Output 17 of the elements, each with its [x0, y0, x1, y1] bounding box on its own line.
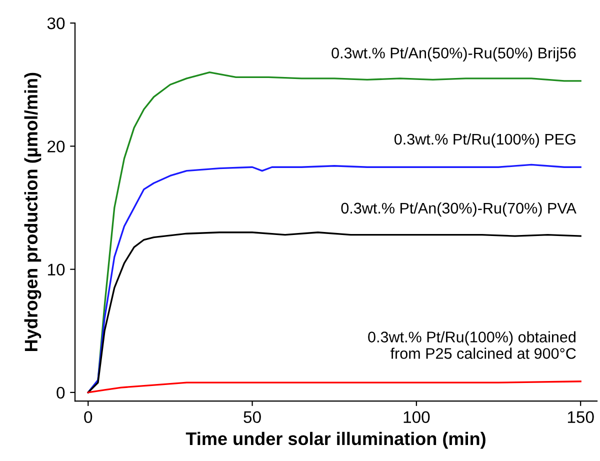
x-tick-label: 50 — [244, 411, 261, 424]
y-tick-label: 30 — [47, 17, 65, 30]
y-tick-label: 20 — [48, 140, 65, 152]
x-axis-title: Time under solar illumination (min) — [186, 432, 486, 449]
y-tick-label: 10 — [48, 264, 65, 276]
y-axis-title: Hydrogen production (µmol/min) — [24, 72, 42, 351]
x-tick-label: 100 — [404, 411, 430, 424]
x-tick-label: 0 — [84, 411, 92, 424]
series-label: 0.3wt.% Pt/Ru(100%) PEG — [394, 133, 576, 148]
y-tick-label: 0 — [56, 386, 65, 399]
x-tick-label: 150 — [568, 411, 594, 424]
line-series — [87, 164, 582, 394]
line-series — [87, 232, 582, 394]
series-label: 0.3wt.% Pt/An(50%)-Ru(50%) Brij56 — [332, 47, 576, 62]
series-label: 0.3wt.% Pt/An(30%)-Ru(70%) PVA — [341, 202, 576, 217]
line-series — [87, 380, 582, 394]
series-label: 0.3wt.% Pt/Ru(100%) obtained from P25 calcined at 900°C — [368, 331, 576, 359]
